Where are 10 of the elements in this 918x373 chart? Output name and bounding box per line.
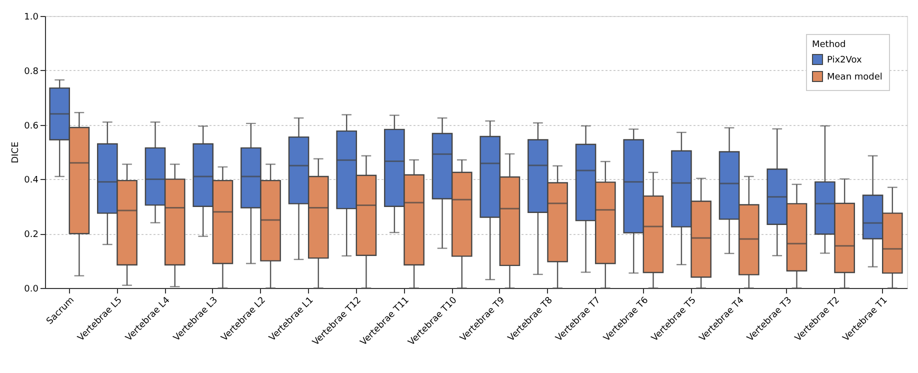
- y-tick-label: 0.8: [24, 66, 39, 77]
- y-tick-label: 1.0: [24, 12, 39, 22]
- legend-label: Mean model: [827, 72, 882, 82]
- y-tick-label: 0.6: [24, 121, 39, 132]
- y-tick-label: 0.2: [24, 230, 38, 240]
- y-tick-label: 0.4: [24, 176, 39, 186]
- legend-title: Method: [812, 40, 846, 50]
- y-tick-label: 0.0: [24, 284, 39, 294]
- y-axis-title: DICE: [11, 141, 22, 164]
- legend-label: Pix2Vox: [827, 56, 862, 66]
